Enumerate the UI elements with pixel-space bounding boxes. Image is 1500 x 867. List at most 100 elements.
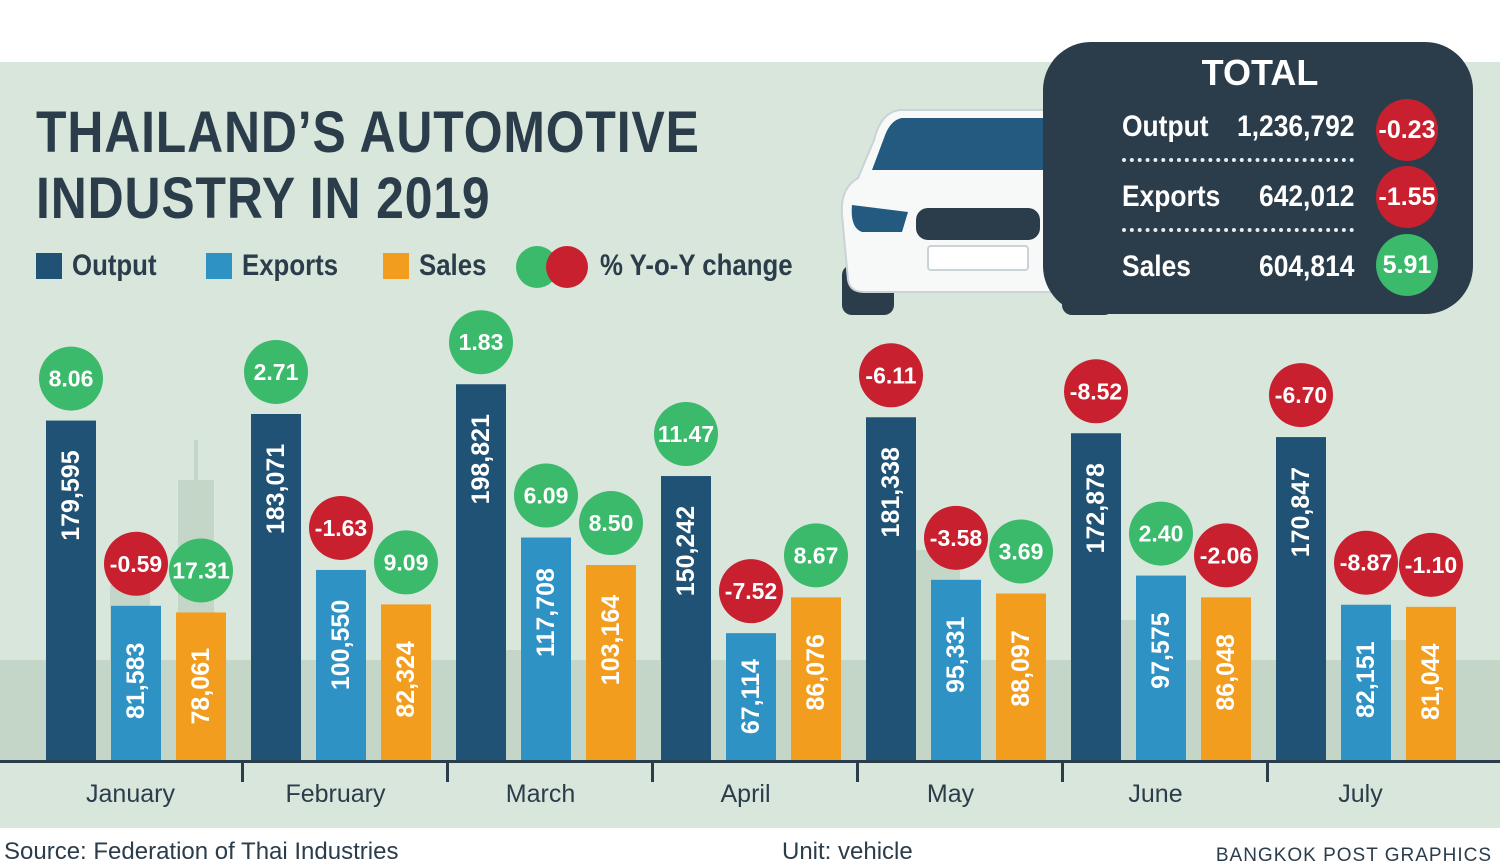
total-exports-label: Exports	[1122, 180, 1221, 213]
change-badge-exports-february	[309, 495, 373, 560]
bar-sales-april	[791, 597, 841, 760]
total-separator	[1122, 158, 1354, 162]
category-divider	[241, 762, 244, 782]
legend-label-sales: Sales	[419, 249, 487, 282]
value-label-exports-february: 100,550	[327, 600, 355, 690]
change-badge-output-april	[654, 402, 718, 467]
legend-output: Output	[36, 246, 170, 286]
change-label-output-june: -8.52	[1070, 378, 1122, 404]
change-label-exports-march: 6.09	[524, 483, 569, 509]
bar-sales-july	[1406, 606, 1456, 760]
value-label-sales-march: 103,164	[597, 595, 625, 685]
change-label-output-april: 11.47	[658, 421, 714, 447]
total-sales-value: 604,814	[1258, 250, 1354, 283]
category-divider	[446, 762, 449, 782]
change-badge-exports-march	[514, 463, 578, 528]
car-license-plate	[927, 245, 1029, 271]
change-label-sales-january: 17.31	[172, 557, 230, 583]
change-badge-exports-may	[924, 505, 988, 570]
value-label-sales-february: 82,324	[392, 641, 420, 718]
bar-output-february	[251, 413, 301, 760]
change-label-exports-february: -1.63	[315, 515, 367, 541]
legend-label-exports: Exports	[242, 249, 339, 282]
title-line-1: THAILAND’S AUTOMOTIVE	[36, 100, 700, 165]
value-label-output-may: 181,338	[877, 447, 905, 537]
change-badge-output-may	[859, 343, 923, 408]
change-badge-output-february	[244, 339, 308, 404]
change-badge-sales-june	[1194, 523, 1258, 588]
bar-sales-may	[996, 593, 1046, 760]
total-row-output: Output 1,236,792	[1122, 110, 1354, 150]
change-label-output-february: 2.71	[254, 359, 299, 385]
bar-output-january	[46, 420, 96, 760]
change-label-output-january: 8.06	[49, 366, 94, 392]
category-ticks: January February March April May June July	[86, 762, 1383, 808]
value-label-sales-january: 78,061	[187, 648, 215, 725]
total-row-exports: Exports 642,012	[1122, 180, 1354, 220]
bar-output-july	[1276, 437, 1326, 760]
chart-title: THAILAND’S AUTOMOTIVE INDUSTRY IN 2019	[36, 100, 700, 232]
car-windshield	[872, 118, 1082, 170]
bar-sales-march	[586, 565, 636, 760]
unit-note: Unit: vehicle	[782, 838, 913, 865]
total-exports-change: -1.55	[1376, 166, 1438, 228]
change-label-exports-june: 2.40	[1139, 521, 1184, 547]
car-left-headlight	[851, 205, 908, 232]
bar-exports-january	[111, 605, 161, 760]
change-label-exports-january: -0.59	[110, 551, 162, 577]
legend-label-change: % Y-o-Y change	[600, 249, 793, 282]
bar-output-march	[456, 384, 506, 760]
change-badge-sales-january	[169, 538, 233, 603]
bar-output-may	[866, 417, 916, 760]
total-output-value: 1,236,792	[1236, 110, 1354, 143]
category-label-july: July	[1338, 780, 1383, 808]
change-label-sales-may: 3.69	[999, 538, 1044, 564]
change-label-sales-march: 8.50	[589, 510, 634, 536]
bar-exports-may	[931, 579, 981, 760]
value-label-output-april: 150,242	[672, 506, 700, 596]
change-badge-exports-april	[719, 559, 783, 624]
change-label-output-march: 1.83	[459, 329, 504, 355]
change-badge-output-march	[449, 310, 513, 375]
legend-negative-dot	[546, 246, 588, 288]
change-label-sales-july: -1.10	[1405, 552, 1457, 578]
category-label-february: February	[285, 780, 386, 808]
bar-exports-june	[1136, 575, 1186, 760]
change-label-sales-june: -2.06	[1200, 542, 1252, 568]
legend-label-output: Output	[72, 249, 157, 282]
total-row-sales: Sales 604,814	[1122, 250, 1354, 290]
change-badge-output-july	[1269, 363, 1333, 428]
bar-exports-july	[1341, 604, 1391, 760]
change-badge-sales-february	[374, 530, 438, 595]
change-badge-sales-may	[989, 519, 1053, 584]
bar-exports-march	[521, 537, 571, 760]
total-exports-value: 642,012	[1258, 180, 1354, 213]
value-label-output-july: 170,847	[1287, 467, 1315, 557]
bar-output-june	[1071, 433, 1121, 760]
source-note: Source: Federation of Thai Industries	[4, 838, 399, 865]
change-badge-exports-january	[104, 531, 168, 596]
bar-sales-january	[176, 612, 226, 760]
change-badge-output-june	[1064, 359, 1128, 424]
value-label-exports-may: 95,331	[942, 616, 970, 693]
change-label-exports-july: -8.87	[1340, 550, 1392, 576]
bars-layer: 179,595 8.06 81,583 -0.59 78,061 17.31 183,071…	[39, 310, 1463, 760]
category-label-may: May	[927, 780, 975, 808]
category-divider	[1266, 762, 1269, 782]
value-label-sales-may: 88,097	[1007, 630, 1035, 706]
change-label-output-may: -6.11	[865, 362, 916, 388]
value-label-exports-july: 82,151	[1352, 641, 1380, 718]
legend-change: % Y-o-Y change	[600, 246, 824, 286]
bar-output-april	[661, 476, 711, 760]
total-output-label: Output	[1122, 110, 1209, 143]
value-label-output-june: 172,878	[1082, 463, 1110, 553]
value-label-exports-march: 117,708	[532, 568, 560, 657]
baseline	[0, 760, 1500, 763]
value-label-sales-june: 86,048	[1212, 634, 1240, 711]
legend-exports: Exports	[206, 246, 354, 286]
category-divider	[856, 762, 859, 782]
value-label-sales-july: 81,044	[1417, 644, 1445, 721]
value-label-sales-april: 86,076	[802, 634, 830, 710]
change-badge-sales-april	[784, 523, 848, 588]
legend-swatch-exports	[206, 253, 232, 279]
